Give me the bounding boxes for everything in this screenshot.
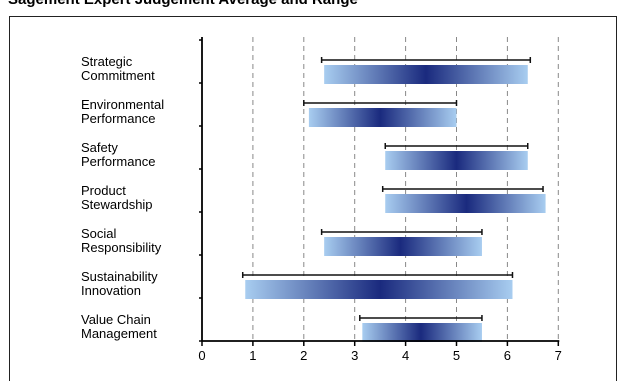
x-tick-label-0: 0 [198, 348, 205, 363]
bars [245, 65, 546, 342]
bar-5 [245, 280, 513, 299]
bar-4 [324, 237, 482, 256]
bar-1 [308, 108, 457, 127]
x-tick-label-3: 3 [351, 348, 358, 363]
chart-title: Sagement Expert Judgement Average and Ra… [8, 0, 358, 8]
category-label-2: Safety Performance [81, 140, 155, 169]
x-tick-label-2: 2 [300, 348, 307, 363]
axes [199, 37, 560, 346]
x-tick-label-5: 5 [453, 348, 460, 363]
range-lines [241, 57, 544, 321]
chart-title-strip: Sagement Expert Judgement Average and Ra… [0, 0, 633, 10]
category-label-4: Social Responsibility [81, 226, 162, 255]
category-labels: Strategic Commitment Environmental Performa… [81, 54, 164, 341]
bar-6 [362, 323, 482, 342]
bar-2 [385, 151, 528, 170]
category-label-3: Product Stewardship [81, 183, 153, 212]
x-tick-label-6: 6 [504, 348, 511, 363]
x-tick-label-4: 4 [402, 348, 409, 363]
x-tick-labels: 0 1 2 3 4 5 6 7 [198, 348, 562, 363]
category-label-1: Environmental Performance [81, 97, 164, 126]
category-label-5: Sustainability Innovation [81, 269, 158, 298]
category-label-6: Value Chain Management [81, 312, 157, 341]
bar-0 [324, 65, 528, 84]
chart-frame [9, 16, 617, 381]
x-tick-label-7: 7 [555, 348, 562, 363]
bar-3 [385, 194, 546, 213]
category-label-0: Strategic Commitment [81, 54, 155, 83]
x-tick-label-1: 1 [249, 348, 256, 363]
